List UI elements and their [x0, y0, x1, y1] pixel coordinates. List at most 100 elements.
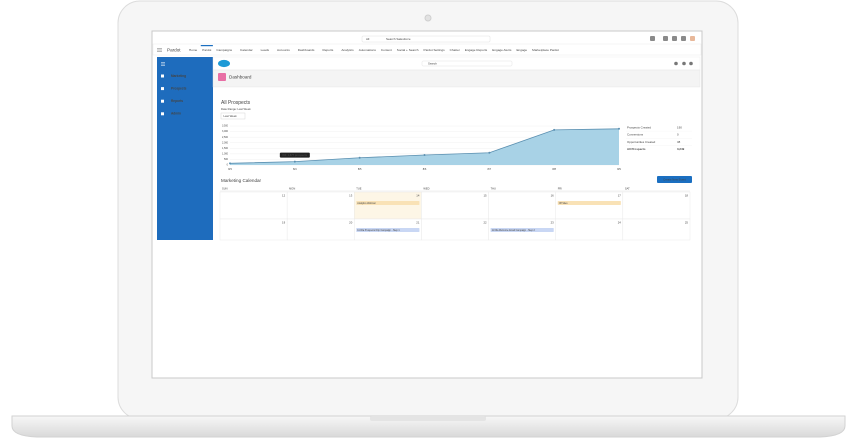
y-tick-label: 500 [224, 158, 229, 161]
calendar-cell[interactable] [555, 191, 624, 220]
stat-label: Opportunities Created [627, 140, 656, 144]
event-label[interactable]: 11:00a Welcome Email Campaign - Step 2 [492, 229, 536, 232]
nav-tab[interactable]: Pardot [202, 48, 211, 52]
calendar-event[interactable] [490, 228, 554, 232]
calendar-cell[interactable] [286, 218, 355, 241]
weekday-label: TUE [356, 186, 361, 190]
chart-title: All Prospects [221, 100, 251, 106]
tab-bar [152, 43, 702, 56]
stat-value: 0 [677, 133, 679, 137]
sidebar-item[interactable]: Reports [171, 99, 183, 103]
page-header [212, 69, 701, 88]
tooltip [279, 152, 310, 158]
calendar-cell[interactable] [421, 218, 489, 241]
nav-tab[interactable]: Engage Reports [465, 48, 488, 52]
nav-tab[interactable]: Engage [516, 48, 527, 52]
nav-tab[interactable]: Social + Search [397, 48, 419, 52]
search-placeholder: Search Salesforce [386, 37, 411, 41]
event-label[interactable]: 11:00a Prospects Drip Campaign - Step 1 [357, 229, 400, 232]
nav-tab[interactable]: Reports [322, 48, 333, 52]
calendar-event[interactable] [356, 201, 420, 205]
x-tick-label: 8/3 [228, 167, 232, 171]
y-tick-label: 3,500 [222, 125, 229, 128]
day-number: 16 [551, 194, 555, 198]
sidebar-item[interactable]: Marketing [171, 74, 186, 78]
weekday-label: WED [423, 186, 429, 190]
day-number: 21 [416, 221, 420, 225]
active-tab-indicator [200, 45, 213, 47]
weekday-label: SAT [625, 186, 630, 190]
x-tick-label: 8/9 [617, 167, 621, 171]
camera [424, 14, 432, 22]
nav-tab[interactable]: Engage Alerts [492, 48, 512, 52]
filter-dropdown[interactable] [220, 112, 246, 120]
nav-tab[interactable]: Leads [261, 48, 270, 52]
header-icon[interactable] [690, 36, 695, 41]
nav-tab[interactable]: Marketplace Pardot [532, 48, 559, 52]
nav-tab[interactable]: Chatter [450, 48, 460, 52]
day-number: 18 [685, 194, 689, 198]
calendar-cell[interactable] [488, 191, 556, 220]
calendar-event[interactable] [557, 201, 621, 205]
nav-tab[interactable]: Automations [359, 48, 377, 52]
calendar-cell[interactable] [622, 218, 691, 241]
app-name: Pardot [167, 47, 181, 52]
event-label[interactable]: Analytics Webinar [357, 202, 376, 205]
calendar-cell[interactable] [421, 191, 489, 220]
sidebar-icon [161, 74, 164, 78]
day-number: 25 [685, 221, 689, 225]
search-box[interactable] [361, 35, 491, 43]
create-event-button[interactable] [657, 176, 692, 183]
x-tick-label: 8/4 [293, 167, 297, 171]
app: All Search Salesforce Pardot Home Pardot Camp… [152, 32, 702, 241]
header-icon[interactable] [650, 36, 655, 41]
weekday-label: THU [491, 186, 496, 190]
nav-tab[interactable]: Analytics [341, 48, 354, 52]
calendar-cell[interactable] [555, 218, 624, 241]
calendar-cell[interactable] [354, 191, 422, 220]
calendar-cell[interactable] [219, 191, 288, 220]
y-tick-label: 1,500 [222, 147, 229, 150]
stat-value: 38 [677, 140, 681, 144]
area [230, 128, 619, 165]
header-icon[interactable] [682, 61, 686, 66]
data-point [423, 153, 426, 156]
day-number: 24 [618, 221, 622, 225]
day-number: 23 [551, 221, 555, 225]
app-launcher[interactable] [157, 48, 162, 52]
calendar-cell[interactable] [286, 191, 355, 220]
day-number: 22 [483, 221, 487, 225]
sidebar-item[interactable]: Prospects [171, 86, 187, 90]
header-icon[interactable] [689, 61, 693, 66]
chart-subtitle: Date Range: Last Week [221, 107, 251, 111]
sidebar-icon [161, 87, 164, 91]
header-icon[interactable] [672, 36, 677, 41]
nav-tab[interactable]: Calendar [240, 48, 253, 52]
header-icon[interactable] [681, 36, 686, 41]
calendar-cell[interactable] [622, 191, 691, 220]
nav-tab[interactable]: Accounts [277, 48, 290, 52]
data-point [488, 151, 491, 154]
nav-tab[interactable]: Dashboards [298, 48, 315, 52]
sidebar-item[interactable]: Admin [171, 112, 181, 116]
calendar-cell[interactable] [219, 218, 288, 241]
search-scope: All [366, 37, 370, 41]
header-icon[interactable] [663, 36, 668, 41]
data-point [618, 127, 620, 130]
nav-tab[interactable]: Campaigns [216, 48, 232, 52]
nav-tab[interactable]: Content [381, 48, 392, 52]
dashboard-icon [218, 73, 226, 81]
calendar-event[interactable] [356, 228, 420, 232]
y-tick-label: 1,000 [222, 152, 229, 155]
nav-tab[interactable]: Pardot Settings [424, 48, 446, 52]
header-icon[interactable] [674, 61, 678, 66]
event-label[interactable]: Off Sites [559, 202, 569, 205]
x-tick-label: 8/7 [488, 167, 492, 171]
header-search[interactable] [421, 60, 513, 67]
day-number: 15 [483, 194, 487, 198]
nav-tab[interactable]: Home [189, 48, 198, 52]
sidebar [157, 57, 213, 240]
create-event-label[interactable]: Create New Event [663, 177, 686, 181]
stat-value: 3,249 [677, 147, 685, 151]
menu-icon[interactable] [161, 62, 165, 66]
